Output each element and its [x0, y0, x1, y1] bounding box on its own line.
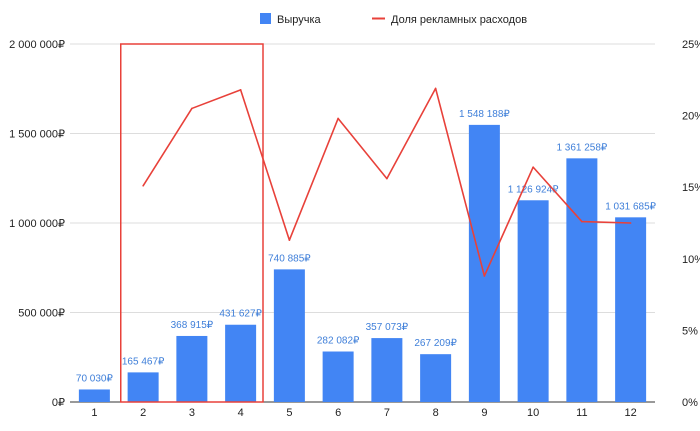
legend-swatch-revenue [260, 13, 271, 24]
bar-series-revenue [78, 124, 647, 402]
y-axis-right: 0% 5% 10% 15% 20% 25% [682, 39, 700, 409]
legend-label-ad-share: Доля рекламных расходов [391, 14, 527, 26]
bar-data-label: 165 467₽ [122, 356, 165, 367]
y-right-tick-label: 10% [682, 254, 700, 266]
y-left-tick-label: 2 000 000₽ [9, 39, 65, 51]
line-point [337, 117, 339, 120]
x-tick-label: 11 [576, 407, 587, 419]
bar [176, 335, 208, 402]
y-right-tick-label: 0% [682, 397, 698, 409]
line-point [629, 222, 632, 224]
y-axis-left: 0₽ 500 000₽ 1 000 000₽ 1 500 000₽ 2 000 000₽ [9, 39, 65, 409]
line-point [239, 89, 242, 91]
bar [615, 217, 647, 402]
line-point [532, 166, 534, 168]
bar-data-label: 431 627₽ [219, 309, 262, 320]
line-point [386, 177, 388, 180]
y-left-tick-label: 0₽ [52, 397, 65, 409]
bar [420, 354, 452, 402]
legend: Выручка Доля рекламных расходов [260, 13, 527, 26]
y-right-tick-label: 15% [682, 182, 700, 194]
bar-data-label: 267 209₽ [414, 338, 457, 349]
x-tick-label: 3 [189, 407, 195, 419]
bar [322, 351, 354, 402]
line-series-ad-share [142, 87, 632, 277]
bar [371, 338, 403, 402]
bar-data-label: 1 126 924₽ [508, 184, 559, 195]
highlight-box [120, 43, 264, 403]
x-tick-label: 9 [481, 407, 487, 419]
bar-data-label: 357 073₽ [366, 322, 409, 333]
line-point [191, 107, 193, 110]
x-tick-label: 12 [625, 407, 637, 419]
bar-data-label: 1 361 258₽ [556, 142, 607, 153]
x-axis: 1 2 3 4 5 6 7 8 9 10 11 12 [91, 407, 636, 419]
bar-data-label: 70 030₽ [76, 373, 114, 384]
x-tick-label: 8 [433, 407, 439, 419]
y-right-tick-label: 5% [682, 325, 698, 337]
x-tick-label: 10 [527, 407, 539, 419]
bar [78, 389, 110, 402]
bar [127, 372, 159, 402]
line-point [581, 220, 583, 223]
x-tick-label: 4 [238, 407, 244, 419]
y-left-tick-label: 1 000 000₽ [9, 218, 65, 230]
bar-data-label: 740 885₽ [268, 253, 311, 264]
bar [225, 324, 257, 402]
bar-data-label: 282 082₽ [317, 336, 360, 347]
line-path [142, 87, 631, 277]
y-left-tick-label: 1 500 000₽ [9, 129, 65, 141]
x-tick-label: 6 [335, 407, 341, 419]
bar [468, 124, 500, 402]
y-right-tick-label: 25% [682, 39, 700, 51]
line-point [483, 275, 486, 277]
bar-data-label: 1 031 685₽ [605, 201, 656, 212]
legend-label-revenue: Выручка [277, 14, 322, 26]
bar-data-labels: 70 030₽ 165 467₽ 368 915₽ 431 627₽ 740 885₽ 2… [76, 109, 657, 385]
bar [273, 269, 305, 402]
x-tick-label: 7 [384, 407, 390, 419]
bar-data-label: 1 548 188₽ [459, 109, 510, 120]
line-point [142, 184, 144, 187]
x-tick-label: 2 [140, 407, 146, 419]
y-right-tick-label: 20% [682, 111, 700, 123]
bar [517, 200, 549, 402]
line-point [434, 87, 437, 90]
x-tick-label: 1 [91, 407, 97, 419]
x-tick-label: 5 [286, 407, 292, 419]
y-left-tick-label: 500 000₽ [18, 308, 65, 320]
line-point [288, 239, 291, 241]
bar [566, 158, 598, 402]
bar-data-label: 368 915₽ [171, 320, 214, 331]
